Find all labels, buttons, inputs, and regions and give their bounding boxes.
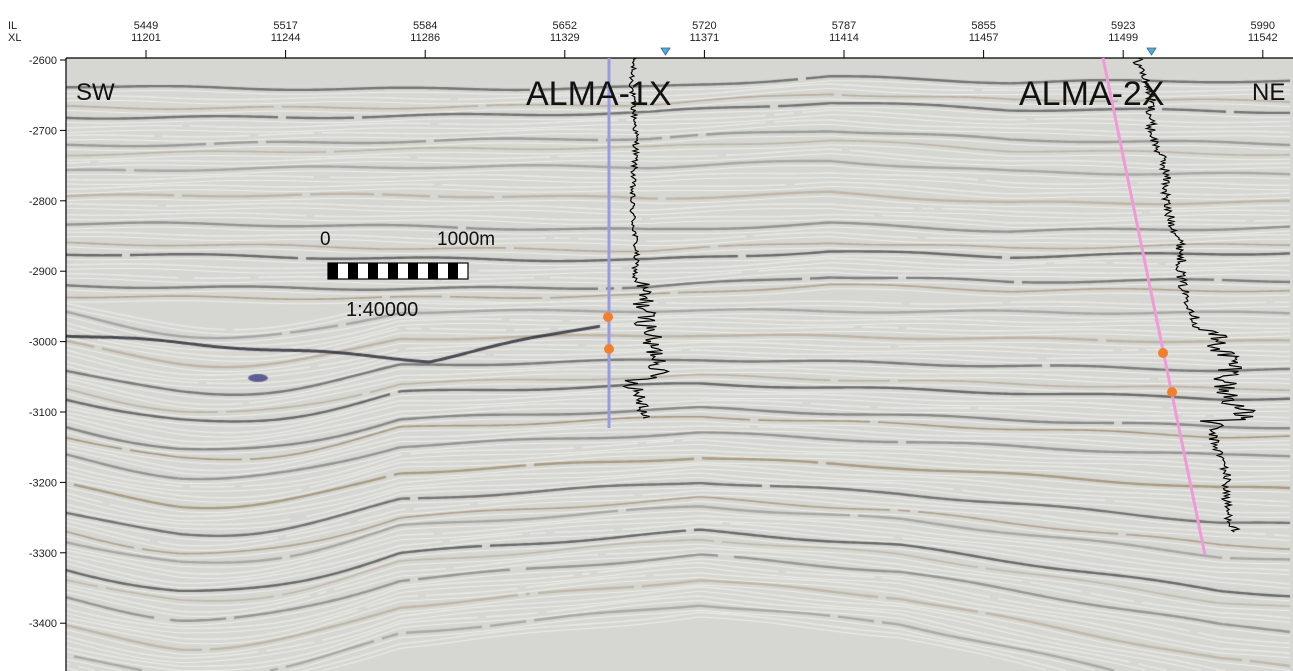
- il-tick-label: 5517: [273, 20, 297, 32]
- well-name-alma-2x: ALMA-2X: [1019, 75, 1165, 113]
- xl-tick-label: 11371: [690, 32, 720, 44]
- xl-tick-label: 11286: [410, 32, 440, 44]
- well-trajectory-alma-2x[interactable]: [1101, 57, 1207, 556]
- depth-tick-label: -2600: [29, 55, 57, 67]
- scale-bar-cell: [448, 263, 458, 271]
- scale-bar-cell: [428, 271, 438, 279]
- depth-tick-label: -3300: [29, 548, 57, 560]
- depth-axis-ticks: -2600 -2700 -2800 -2900 -3000 -3100 -3200 -3300…: [29, 55, 66, 630]
- well-log-curve-alma-2x[interactable]: [1132, 57, 1256, 533]
- il-tick-label: 5990: [1251, 20, 1275, 32]
- scale-bar-ratio-label: 1:40000: [346, 299, 418, 321]
- scale-bar-cell: [358, 263, 368, 271]
- scale-bar-cell: [458, 263, 468, 271]
- section-label-ne: NE: [1252, 79, 1285, 106]
- scale-bar-start-label: 0: [320, 229, 331, 250]
- scale-bar-cell: [448, 271, 458, 279]
- il-tick-label: 5855: [971, 20, 995, 32]
- depth-tick-label: -2700: [29, 125, 57, 137]
- il-axis-title: IL: [8, 20, 17, 32]
- scale-bar-cell: [408, 271, 418, 279]
- formation-marker[interactable]: [1158, 348, 1168, 358]
- scale-bar-cell: [438, 263, 448, 271]
- il-tick-label: 5584: [413, 20, 437, 32]
- xl-tick-label: 11457: [969, 32, 999, 44]
- scale-bar-cell: [398, 263, 408, 271]
- scale-bar: 0 1000m 1:40000: [320, 229, 495, 321]
- il-tick-label: 5923: [1111, 20, 1135, 32]
- well-log-curve-alma-1x[interactable]: [622, 57, 670, 419]
- scale-bar-cell: [388, 271, 398, 279]
- xl-tick-label: 11499: [1108, 32, 1138, 44]
- depth-tick-label: -3200: [29, 477, 57, 489]
- scale-bar-cell: [338, 271, 348, 279]
- xl-tick-label: 11542: [1248, 32, 1278, 44]
- xl-tick-label: 11329: [550, 32, 580, 44]
- scale-bar-cell: [338, 263, 348, 271]
- depth-tick-label: -3000: [29, 337, 57, 349]
- scale-bar-cell: [398, 271, 408, 279]
- scale-bar-cell: [348, 271, 358, 279]
- scale-bar-cell: [418, 271, 428, 279]
- xl-tick-label: 11414: [829, 32, 859, 44]
- well-head-icon[interactable]: [660, 47, 671, 56]
- formation-marker[interactable]: [603, 312, 613, 322]
- scale-bar-frame: [327, 262, 469, 280]
- scale-bar-cell: [418, 263, 428, 271]
- scale-bar-cell: [388, 263, 398, 271]
- well-head-icon[interactable]: [1146, 47, 1157, 56]
- scale-bar-end-label: 1000m: [437, 229, 495, 250]
- scale-bar-cell: [408, 263, 418, 271]
- well-name-alma-1x: ALMA-1X: [526, 75, 672, 113]
- depth-tick-label: -2800: [29, 196, 57, 208]
- scale-bar-cell: [348, 263, 358, 271]
- xl-tick-label: 11244: [271, 32, 301, 44]
- scale-bar-cell: [368, 263, 378, 271]
- il-tick-label: 5787: [832, 20, 856, 32]
- depth-tick-label: -3400: [29, 618, 57, 630]
- scale-bar-cell: [378, 271, 388, 279]
- xl-tick-label: 11201: [131, 32, 161, 44]
- il-tick-label: 5720: [692, 20, 716, 32]
- xl-axis-title: XL: [8, 32, 21, 44]
- scale-bar-cell: [438, 271, 448, 279]
- scale-bar-cell: [458, 271, 468, 279]
- scale-bar-cell: [328, 263, 338, 271]
- section-label-sw: SW: [76, 79, 115, 106]
- scale-bar-cell: [328, 271, 338, 279]
- formation-marker[interactable]: [1167, 387, 1177, 397]
- scale-bar-cell: [368, 271, 378, 279]
- depth-tick-label: -2900: [29, 266, 57, 278]
- il-tick-label: 5652: [553, 20, 577, 32]
- scale-bar-cells: [328, 263, 468, 279]
- il-tick-label: 5449: [134, 20, 158, 32]
- scale-bar-cell: [428, 263, 438, 271]
- depth-tick-label: -3100: [29, 407, 57, 419]
- formation-marker[interactable]: [604, 344, 614, 354]
- scale-bar-cell: [378, 263, 388, 271]
- scale-bar-cell: [358, 271, 368, 279]
